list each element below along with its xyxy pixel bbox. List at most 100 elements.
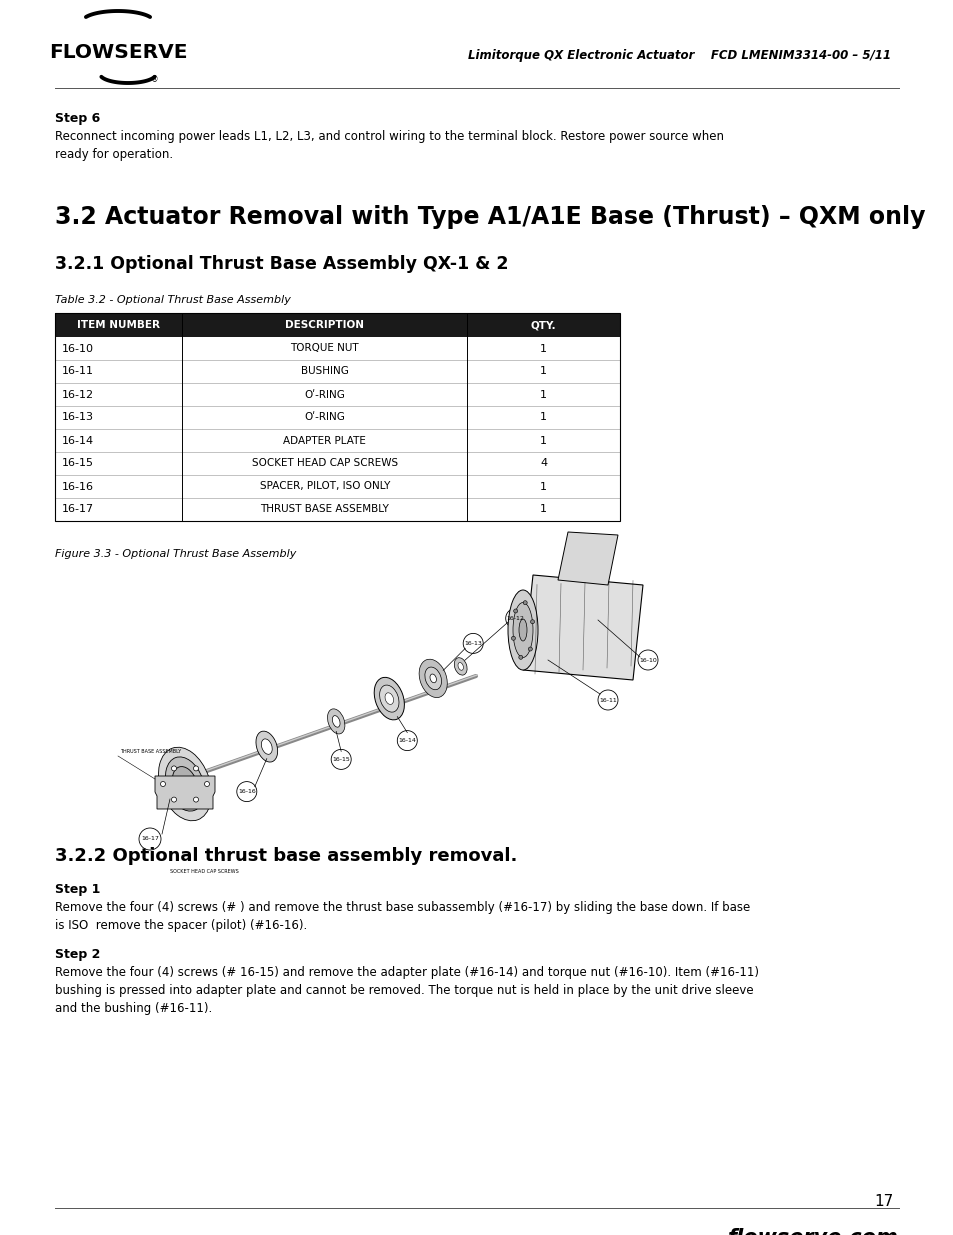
Text: BUSHING: BUSHING bbox=[300, 367, 349, 377]
Text: SPACER, PILOT, ISO ONLY: SPACER, PILOT, ISO ONLY bbox=[259, 482, 390, 492]
Text: Step 2: Step 2 bbox=[55, 948, 100, 961]
Circle shape bbox=[160, 782, 165, 787]
Ellipse shape bbox=[261, 739, 272, 755]
Text: ADAPTER PLATE: ADAPTER PLATE bbox=[283, 436, 366, 446]
Text: 16-14: 16-14 bbox=[62, 436, 94, 446]
Ellipse shape bbox=[255, 731, 277, 762]
Text: 16-13: 16-13 bbox=[62, 412, 94, 422]
Circle shape bbox=[638, 650, 658, 671]
Ellipse shape bbox=[454, 658, 467, 676]
Circle shape bbox=[513, 609, 517, 613]
Ellipse shape bbox=[518, 619, 526, 641]
Text: 16-14: 16-14 bbox=[398, 739, 416, 743]
Circle shape bbox=[139, 827, 161, 850]
Text: 16-16: 16-16 bbox=[237, 789, 255, 794]
Circle shape bbox=[193, 766, 198, 771]
Text: 1: 1 bbox=[539, 482, 547, 492]
Text: 4: 4 bbox=[539, 458, 547, 468]
Text: THRUST BASE ASSEMBLY: THRUST BASE ASSEMBLY bbox=[260, 505, 389, 515]
Circle shape bbox=[463, 634, 482, 653]
Ellipse shape bbox=[457, 662, 463, 671]
Text: 1: 1 bbox=[539, 389, 547, 399]
Text: Remove the four (4) screws (# ) and remove the thrust base subassembly (#16-17) : Remove the four (4) screws (# ) and remo… bbox=[55, 902, 749, 932]
Text: THRUST BASE ASSEMBLY: THRUST BASE ASSEMBLY bbox=[120, 748, 181, 755]
Circle shape bbox=[511, 636, 515, 640]
Text: 1: 1 bbox=[539, 505, 547, 515]
Text: ®: ® bbox=[152, 75, 158, 84]
Text: flowserve.com: flowserve.com bbox=[727, 1228, 898, 1235]
Bar bbox=[55, 359, 619, 383]
Text: 1: 1 bbox=[539, 412, 547, 422]
Text: 16-15: 16-15 bbox=[332, 757, 350, 762]
Text: 16-13: 16-13 bbox=[464, 641, 481, 646]
Text: Table 3.2 - Optional Thrust Base Assembly: Table 3.2 - Optional Thrust Base Assembl… bbox=[55, 295, 291, 305]
Circle shape bbox=[172, 766, 176, 771]
Text: SOCKET HEAD CAP SCREWS: SOCKET HEAD CAP SCREWS bbox=[252, 458, 397, 468]
Ellipse shape bbox=[158, 747, 212, 821]
Ellipse shape bbox=[430, 674, 436, 683]
Text: QTY.: QTY. bbox=[531, 320, 556, 330]
Text: 17: 17 bbox=[874, 1194, 893, 1209]
Circle shape bbox=[505, 609, 525, 629]
Bar bbox=[55, 312, 619, 521]
Circle shape bbox=[172, 797, 176, 802]
Circle shape bbox=[236, 782, 256, 802]
Circle shape bbox=[518, 656, 522, 659]
Circle shape bbox=[204, 782, 210, 787]
Text: 3.2 Actuator Removal with Type A1/A1E Base (Thrust) – QXM only: 3.2 Actuator Removal with Type A1/A1E Ba… bbox=[55, 205, 924, 228]
Text: 1: 1 bbox=[539, 343, 547, 353]
Polygon shape bbox=[558, 532, 618, 585]
Text: 16-17: 16-17 bbox=[62, 505, 94, 515]
Bar bbox=[55, 498, 619, 521]
Text: 16-12: 16-12 bbox=[62, 389, 94, 399]
Circle shape bbox=[530, 620, 534, 624]
Text: 16-11: 16-11 bbox=[62, 367, 94, 377]
Text: Figure 3.3 - Optional Thrust Base Assembly: Figure 3.3 - Optional Thrust Base Assemb… bbox=[55, 550, 296, 559]
Bar bbox=[55, 383, 619, 406]
Text: 1: 1 bbox=[539, 367, 547, 377]
Ellipse shape bbox=[418, 659, 447, 698]
Text: 16-11: 16-11 bbox=[598, 698, 617, 703]
Bar bbox=[55, 452, 619, 475]
Circle shape bbox=[528, 647, 532, 651]
Text: 16-17: 16-17 bbox=[141, 836, 159, 841]
Text: Step 1: Step 1 bbox=[55, 883, 100, 897]
Text: Reconnect incoming power leads L1, L2, L3, and control wiring to the terminal bl: Reconnect incoming power leads L1, L2, L… bbox=[55, 130, 723, 161]
Text: 16-12: 16-12 bbox=[506, 616, 524, 621]
Ellipse shape bbox=[374, 677, 404, 720]
Ellipse shape bbox=[385, 693, 394, 704]
Text: TORQUE NUT: TORQUE NUT bbox=[290, 343, 358, 353]
Bar bbox=[55, 475, 619, 498]
Ellipse shape bbox=[424, 667, 441, 689]
Text: Step 6: Step 6 bbox=[55, 112, 100, 125]
Text: Oʹ-RING: Oʹ-RING bbox=[304, 389, 345, 399]
Text: 1: 1 bbox=[539, 436, 547, 446]
Bar bbox=[55, 406, 619, 429]
Text: FLOWSERVE: FLOWSERVE bbox=[49, 42, 187, 62]
Circle shape bbox=[193, 797, 198, 802]
Polygon shape bbox=[154, 776, 214, 809]
Text: Remove the four (4) screws (# 16-15) and remove the adapter plate (#16-14) and t: Remove the four (4) screws (# 16-15) and… bbox=[55, 966, 759, 1015]
Ellipse shape bbox=[327, 709, 345, 734]
Text: SOCKET HEAD CAP SCREWS: SOCKET HEAD CAP SCREWS bbox=[170, 869, 238, 874]
Bar bbox=[55, 429, 619, 452]
Text: ITEM NUMBER: ITEM NUMBER bbox=[77, 320, 160, 330]
Circle shape bbox=[396, 731, 416, 751]
Text: 16-10: 16-10 bbox=[639, 657, 657, 662]
Text: 16-15: 16-15 bbox=[62, 458, 94, 468]
Circle shape bbox=[598, 690, 618, 710]
Ellipse shape bbox=[332, 715, 339, 727]
Ellipse shape bbox=[513, 603, 533, 657]
Text: 3.2.1 Optional Thrust Base Assembly QX-1 & 2: 3.2.1 Optional Thrust Base Assembly QX-1… bbox=[55, 254, 508, 273]
Bar bbox=[55, 337, 619, 359]
Text: 3.2.2 Optional thrust base assembly removal.: 3.2.2 Optional thrust base assembly remo… bbox=[55, 847, 517, 864]
Circle shape bbox=[522, 600, 527, 605]
Text: DESCRIPTION: DESCRIPTION bbox=[285, 320, 364, 330]
Circle shape bbox=[331, 750, 351, 769]
Ellipse shape bbox=[507, 590, 537, 671]
Ellipse shape bbox=[379, 685, 398, 713]
Text: Oʹ-RING: Oʹ-RING bbox=[304, 412, 345, 422]
Ellipse shape bbox=[165, 757, 204, 811]
Ellipse shape bbox=[172, 767, 197, 802]
Text: Limitorque QX Electronic Actuator    FCD LMENIM3314-00 – 5/11: Limitorque QX Electronic Actuator FCD LM… bbox=[468, 48, 890, 62]
